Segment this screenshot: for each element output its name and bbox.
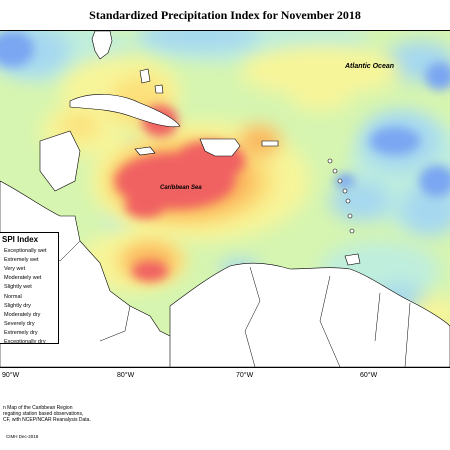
south-america-land xyxy=(169,262,450,367)
map-credit: CIMH Dec-2018 xyxy=(6,434,39,439)
legend-item-label: Moderately dry xyxy=(4,311,41,318)
legend-item: Exceptionally wet xyxy=(0,246,58,255)
note-line: n Map of the Caribbean Region xyxy=(3,405,73,411)
atlantic-ocean-label: Atlantic Ocean xyxy=(345,63,395,70)
map-title: Standardized Precipitation Index for Nov… xyxy=(89,8,361,22)
spi-map-canvas xyxy=(0,31,450,367)
legend-item-label: Normal xyxy=(4,293,22,300)
legend-item: Moderately wet xyxy=(0,274,58,283)
legend-item: Slightly wet xyxy=(0,283,58,292)
longitude-tick-label: 80°W xyxy=(117,372,135,379)
hispaniola-land xyxy=(199,138,241,157)
legend-item-label: Moderately wet xyxy=(4,275,42,282)
legend-item: Moderately dry xyxy=(0,310,58,319)
yucatan-land xyxy=(39,130,81,192)
florida-land xyxy=(91,31,113,60)
longitude-tick-label: 90°W xyxy=(2,372,20,379)
note-line: regating station based observations, xyxy=(3,411,84,417)
puerto-rico-land xyxy=(261,140,279,147)
legend-item: Severely dry xyxy=(0,320,58,329)
legend-item: Very wet xyxy=(0,264,58,273)
legend-item-label: Exceptionally wet xyxy=(4,247,47,254)
legend-item: Slightly dry xyxy=(0,301,58,310)
legend-item: Exceptionally dry xyxy=(0,338,58,347)
jamaica-land xyxy=(134,146,156,156)
note-line: CF, with NCEP/NCAR Reanalysis Data. xyxy=(3,417,91,423)
legend-item: Normal xyxy=(0,292,58,301)
map-notes: n Map of the Caribbean Region regating s… xyxy=(3,405,91,423)
legend-item: Extremely wet xyxy=(0,255,58,264)
legend-item-label: Severely dry xyxy=(4,321,35,328)
cuba-land xyxy=(69,94,181,128)
spi-map xyxy=(0,30,450,368)
bahamas-land xyxy=(139,68,151,84)
legend-title: SPI Index xyxy=(2,235,39,244)
spi-legend: SPI Index Exceptionally wet Extremely wet… xyxy=(0,232,59,347)
legend-items: Exceptionally wet Extremely wet Very wet Mo… xyxy=(0,246,58,347)
longitude-tick-label: 60°W xyxy=(360,372,378,379)
legend-item-label: Slightly dry xyxy=(4,302,31,309)
legend-item-label: Extremely dry xyxy=(4,330,38,337)
legend-item: Extremely dry xyxy=(0,329,58,338)
legend-item-label: Extremely wet xyxy=(4,256,39,263)
longitude-tick-label: 70°W xyxy=(236,372,254,379)
legend-item-label: Exceptionally dry xyxy=(4,339,46,346)
caribbean-sea-label: Caribbean Sea xyxy=(160,185,202,191)
legend-item-label: Very wet xyxy=(4,265,26,272)
bahamas-land xyxy=(154,84,164,94)
legend-item-label: Slightly wet xyxy=(4,284,32,291)
